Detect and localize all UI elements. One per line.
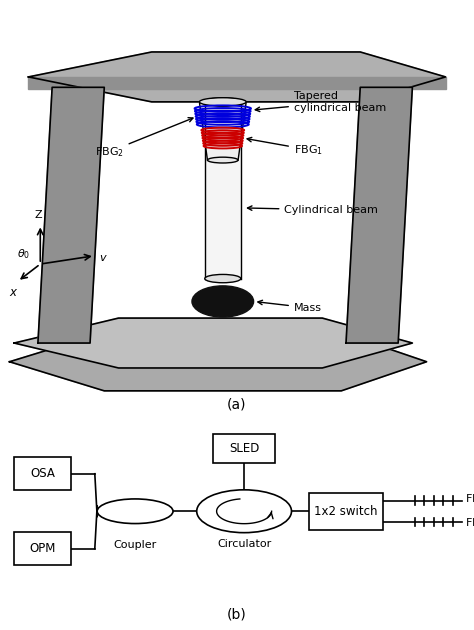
Ellipse shape	[205, 98, 241, 106]
Text: Coupler: Coupler	[113, 540, 157, 550]
Text: Tapered
cylindrical beam: Tapered cylindrical beam	[255, 91, 386, 113]
Polygon shape	[38, 88, 104, 343]
Polygon shape	[346, 88, 412, 343]
Ellipse shape	[192, 286, 254, 317]
Bar	[309, 493, 383, 530]
Bar	[14, 532, 71, 565]
Ellipse shape	[205, 275, 241, 283]
Bar	[213, 433, 275, 462]
Text: (b): (b)	[227, 607, 247, 622]
Text: Z: Z	[34, 210, 42, 220]
Text: OPM: OPM	[29, 542, 56, 555]
Ellipse shape	[208, 157, 238, 163]
Text: FBG$_2$: FBG$_2$	[465, 516, 474, 530]
Text: Circulator: Circulator	[217, 539, 271, 549]
Text: SLED: SLED	[229, 442, 259, 455]
Text: Cylindrical beam: Cylindrical beam	[247, 205, 378, 215]
Text: x: x	[9, 285, 16, 299]
Polygon shape	[28, 52, 446, 102]
Polygon shape	[9, 333, 427, 391]
Text: FBG$_1$: FBG$_1$	[465, 493, 474, 507]
Bar	[14, 457, 71, 490]
Text: (a): (a)	[227, 398, 247, 411]
Text: Mass: Mass	[258, 301, 322, 312]
Text: OSA: OSA	[30, 467, 55, 480]
Polygon shape	[205, 102, 241, 278]
Text: v: v	[100, 253, 106, 263]
Text: 1x2 switch: 1x2 switch	[314, 505, 378, 518]
Ellipse shape	[97, 499, 173, 524]
Polygon shape	[14, 318, 412, 368]
Ellipse shape	[200, 98, 246, 106]
Polygon shape	[28, 77, 446, 89]
Text: FBG$_1$: FBG$_1$	[247, 137, 323, 157]
Text: FBG$_2$: FBG$_2$	[95, 118, 193, 159]
Polygon shape	[200, 102, 246, 160]
Text: $\theta_0$: $\theta_0$	[17, 247, 30, 261]
Circle shape	[197, 490, 292, 532]
